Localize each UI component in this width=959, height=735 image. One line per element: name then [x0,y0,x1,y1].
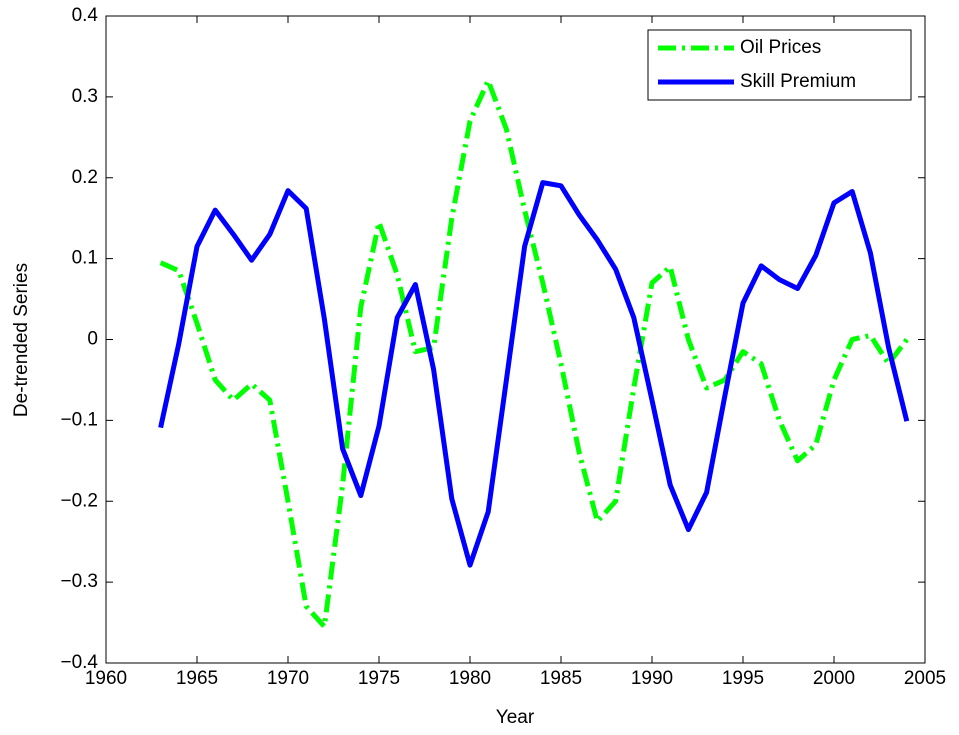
y-tick-label: −0.3 [60,571,98,592]
y-tick-label: −0.4 [60,652,98,673]
legend-label: Oil Prices [740,37,821,58]
x-tick-label: 1965 [176,668,218,689]
legend-label: Skill Premium [740,71,856,92]
y-tick-label: −0.1 [60,409,98,430]
y-axis-label: De-trended Series [11,263,32,417]
line-series [158,180,910,568]
x-tick-label: 1975 [358,668,400,689]
y-tick-label: 0.2 [72,167,98,188]
y-tick-label: 0.4 [72,5,99,26]
line-series [159,78,909,630]
legend-box [647,29,912,101]
x-tick-label: 2000 [813,668,855,689]
x-tick-label: 1985 [540,668,582,689]
y-tick-label: 0.1 [72,248,98,269]
x-axis-label: Year [496,707,535,728]
x-tick-label: 1970 [267,668,309,689]
y-tick-label: −0.2 [60,490,98,511]
plot-area [105,15,926,664]
y-tick-label: 0 [87,329,98,350]
x-tick-label: 1995 [722,668,764,689]
x-tick-label: 1980 [449,668,491,689]
x-tick-label: 1990 [631,668,673,689]
x-tick-label: 2005 [904,668,946,689]
y-tick-label: 0.3 [72,86,98,107]
x-tick-label: 1960 [85,668,127,689]
